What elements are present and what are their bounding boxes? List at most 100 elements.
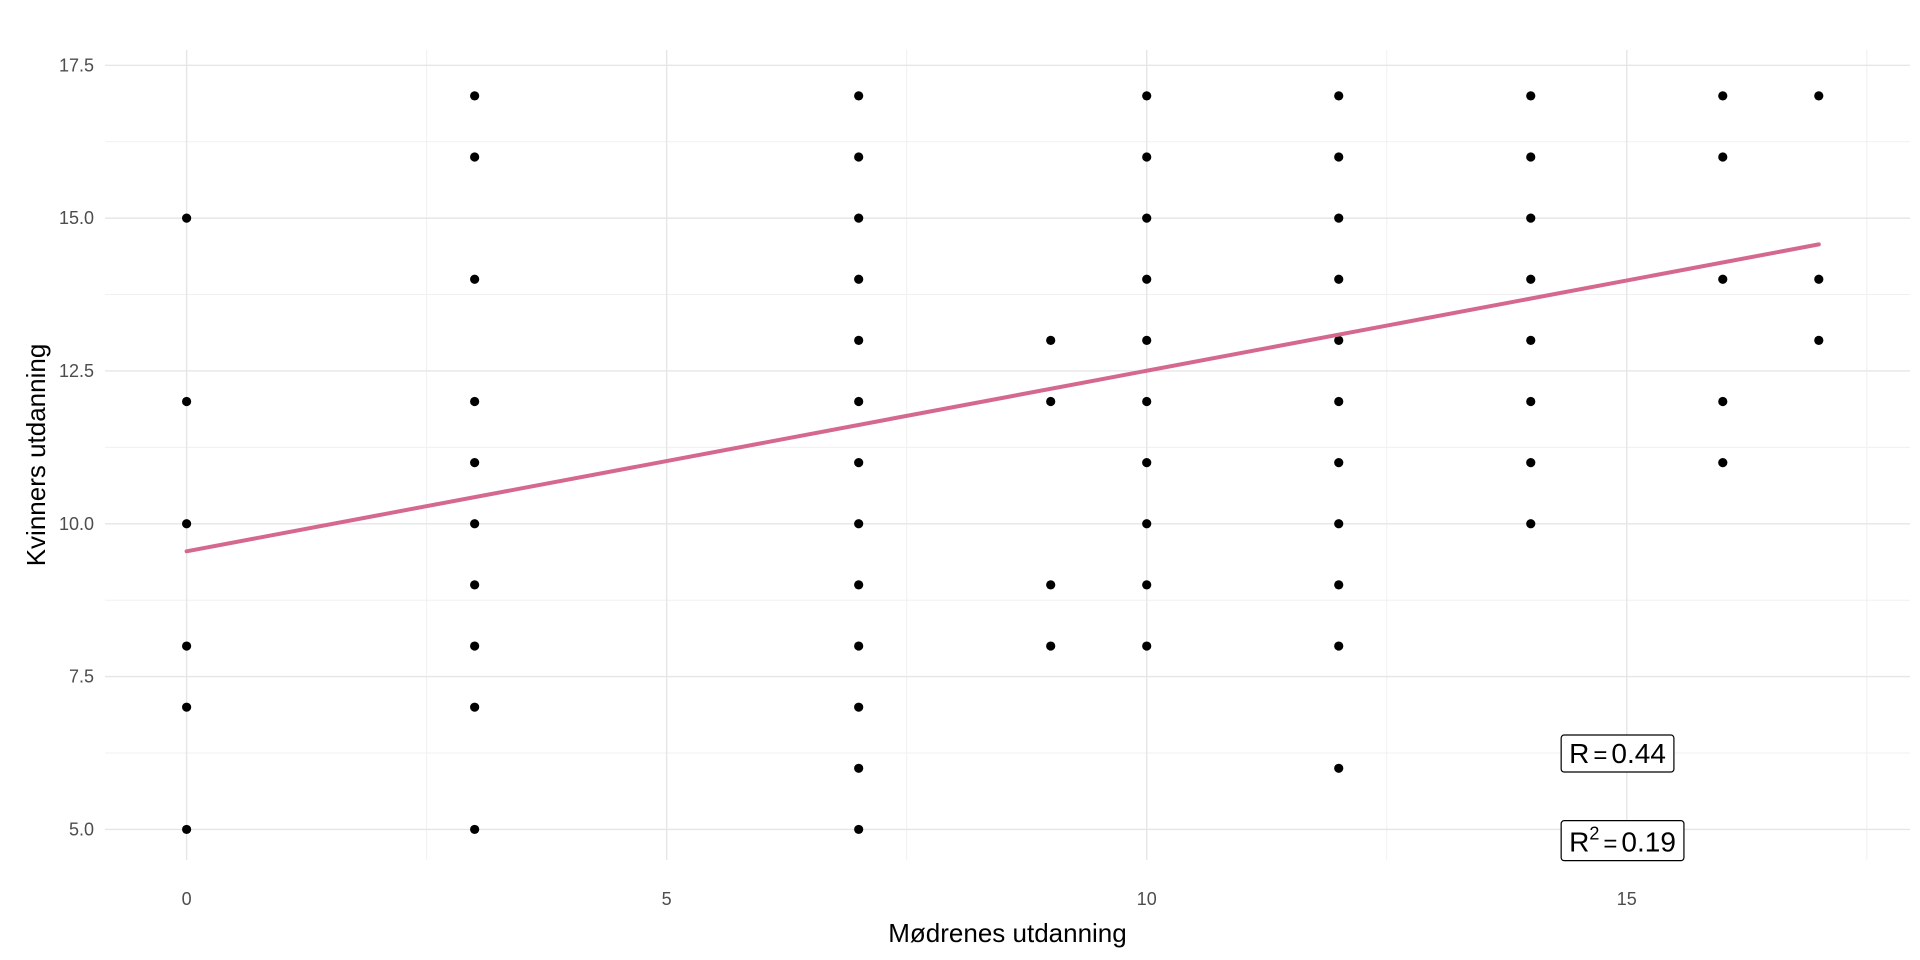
data-point: [1142, 152, 1152, 162]
data-point: [1046, 396, 1056, 407]
data-point: [182, 702, 192, 712]
data-point: [854, 824, 864, 835]
data-point: [182, 519, 192, 529]
data-point: [1142, 519, 1152, 529]
data-point: [1142, 213, 1152, 223]
data-point: [470, 519, 480, 529]
y-tick-label: 10.0: [59, 514, 94, 534]
data-point: [1718, 274, 1728, 284]
data-point: [470, 458, 480, 468]
data-point: [1526, 458, 1536, 468]
data-point: [1814, 274, 1824, 284]
data-point: [1526, 396, 1536, 407]
r2-label: R: [1569, 827, 1589, 858]
svg-text:R2=0.19: R2 = 0.19: [1569, 824, 1676, 858]
data-point: [1334, 519, 1344, 529]
data-point: [1526, 152, 1536, 162]
data-point: [182, 641, 192, 651]
data-point: [854, 702, 864, 712]
r2-annotation: R2 = 0.19: [1560, 820, 1685, 862]
x-axis-title: Mødrenes utdanning: [888, 918, 1126, 948]
data-point: [854, 213, 864, 223]
data-point: [854, 763, 864, 773]
r2-value: 0.19: [1621, 827, 1676, 858]
r2-equals: =: [1603, 831, 1617, 858]
data-point: [470, 641, 480, 651]
data-point: [1046, 580, 1056, 590]
y-tick-label: 12.5: [59, 361, 94, 381]
data-point: [1142, 274, 1152, 284]
y-tick-label: 17.5: [59, 55, 94, 75]
data-point: [470, 91, 480, 101]
data-point: [1814, 91, 1824, 101]
data-point: [182, 396, 192, 407]
y-tick-label: 15.0: [59, 208, 94, 228]
r-label: R: [1569, 738, 1589, 769]
data-point: [854, 580, 864, 590]
data-point: [1046, 641, 1056, 651]
data-point: [470, 824, 480, 835]
data-point: [1334, 396, 1344, 407]
data-point: [1814, 335, 1824, 345]
data-point: [854, 641, 864, 651]
data-point: [854, 458, 864, 468]
data-point: [1718, 152, 1728, 162]
data-point: [1142, 91, 1152, 101]
data-point: [1334, 641, 1344, 651]
data-point: [182, 824, 192, 835]
data-point: [1142, 396, 1152, 407]
data-point: [1142, 580, 1152, 590]
x-axis-tick-labels: 0 5 10 15: [182, 889, 1637, 909]
r2-annotation-box: [1560, 820, 1685, 862]
x-tick-label: 5: [662, 889, 672, 909]
data-point: [854, 396, 864, 407]
y-tick-label: 5.0: [69, 819, 94, 839]
data-point: [1046, 335, 1056, 345]
r-annotation: R = 0.44: [1560, 734, 1675, 773]
r-annotation-box: [1560, 734, 1675, 773]
data-point: [470, 396, 480, 407]
data-point: [1334, 580, 1344, 590]
x-tick-label: 0: [182, 889, 192, 909]
data-point: [1526, 335, 1536, 345]
y-axis-title: Kvinners utdanning: [21, 344, 51, 567]
svg-text:R=0.44: R = 0.44: [1569, 738, 1666, 769]
data-point: [1334, 274, 1344, 284]
data-point: [1718, 91, 1728, 101]
data-point: [1526, 519, 1536, 529]
data-point: [1334, 213, 1344, 223]
data-point: [1526, 213, 1536, 223]
y-tick-label: 7.5: [69, 667, 94, 687]
data-point: [854, 91, 864, 101]
r-value: 0.44: [1611, 738, 1666, 769]
data-point: [1334, 763, 1344, 773]
data-point: [1334, 152, 1344, 162]
data-point: [854, 335, 864, 345]
data-point: [854, 274, 864, 284]
data-point: [1142, 641, 1152, 651]
data-point: [1334, 458, 1344, 468]
x-tick-label: 15: [1617, 889, 1637, 909]
data-point: [1526, 274, 1536, 284]
data-point: [1334, 335, 1344, 345]
minor-gridlines: [105, 50, 1910, 860]
data-point: [1526, 91, 1536, 101]
data-point: [470, 580, 480, 590]
y-axis-tick-labels: 5.0 7.5 10.0 12.5 15.0 17.5: [59, 55, 94, 839]
r2-superscript: 2: [1589, 824, 1599, 844]
data-point: [182, 213, 192, 223]
data-point: [854, 519, 864, 529]
x-tick-label: 10: [1137, 889, 1157, 909]
data-point: [1718, 396, 1728, 407]
data-point: [854, 152, 864, 162]
data-point: [1718, 458, 1728, 468]
data-points: [182, 91, 1824, 835]
data-point: [1142, 335, 1152, 345]
data-point: [470, 274, 480, 284]
data-point: [1142, 458, 1152, 468]
r-equals: =: [1593, 742, 1607, 769]
data-point: [470, 702, 480, 712]
data-point: [470, 152, 480, 162]
data-point: [1334, 91, 1344, 101]
